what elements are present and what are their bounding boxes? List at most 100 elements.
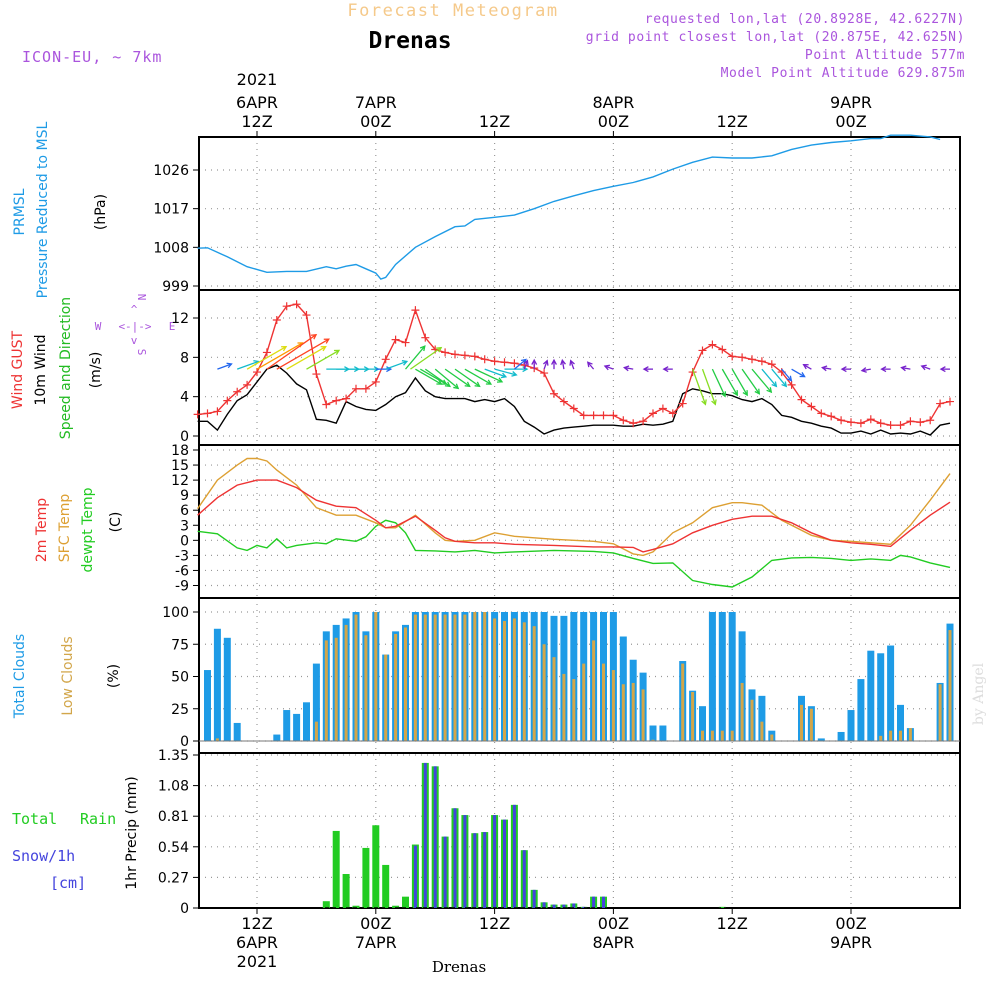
- wind-arrow-head: [939, 366, 946, 373]
- wind-arrow-head: [436, 346, 443, 353]
- model-altitude: Model Point Altitude 629.875m: [721, 66, 965, 81]
- wind-arrow-head: [333, 349, 341, 355]
- wind-arrow-head: [900, 365, 907, 372]
- compass-rose-icon: N S W E <-|-> ^ v: [95, 294, 176, 356]
- rain-bar: [362, 847, 370, 908]
- total-clouds-bar: [857, 679, 865, 741]
- wind-arrow: [731, 368, 748, 396]
- snow-bar: [512, 804, 516, 908]
- wind-gust-series-marker: [728, 352, 737, 361]
- low-clouds-bar: [582, 663, 586, 741]
- wind-gust-series-marker: [718, 345, 727, 354]
- wind-gust-series-marker: [510, 359, 519, 368]
- wind-arrow: [266, 334, 317, 370]
- panel-frame: [198, 136, 961, 291]
- wind-gust-series-marker: [589, 411, 598, 420]
- low-clouds-bar: [681, 663, 685, 741]
- total-clouds-bar: [273, 734, 281, 741]
- wind-arrow-head: [569, 359, 575, 366]
- bottom-time-label: 12Z: [241, 914, 272, 933]
- snow-bar: [503, 819, 506, 908]
- wind-arrow-head: [821, 365, 828, 372]
- temp-2m-series: [197, 479, 951, 553]
- low-clouds-bar: [314, 721, 318, 741]
- wind-arrow: [385, 360, 408, 370]
- snow-bar: [493, 815, 497, 908]
- wind-gust-series-marker: [421, 333, 430, 342]
- wind-arrow: [803, 364, 812, 370]
- y-tick-label: 15: [171, 458, 189, 474]
- wind-arrow: [217, 363, 232, 370]
- low-clouds-bar: [572, 679, 576, 741]
- wind-gust-series-marker: [332, 396, 341, 405]
- wind-vectors: [217, 333, 950, 406]
- wind-arrow-head: [560, 358, 566, 366]
- top-time-label: 00Z: [598, 112, 629, 131]
- wind-arrow: [286, 346, 326, 370]
- wind-arrow-head: [320, 345, 327, 352]
- cloud-bars: [199, 612, 960, 742]
- dewpt-temp-label: dewpt Temp: [80, 487, 96, 572]
- rain-bar: [402, 896, 409, 908]
- compass-w: W: [95, 320, 102, 333]
- total-clouds-bar: [233, 722, 241, 741]
- wind-arrow-head: [311, 333, 318, 340]
- plot-area: 99910081017102604812-9-6-303691215180255…: [153, 70, 961, 971]
- wind-gust-series-marker: [579, 411, 588, 420]
- low-clouds-bar: [344, 624, 348, 741]
- low-clouds-bar: [879, 735, 883, 741]
- model-label: ICON-EU, ~ 7km: [22, 48, 162, 66]
- wind-gust-series-marker: [223, 396, 232, 405]
- wind-arrow-head: [623, 365, 630, 372]
- low-clouds-bar: [384, 654, 388, 741]
- prmsl-series-line: [197, 134, 941, 280]
- wind-arrow: [901, 366, 911, 370]
- total-clouds-bar: [887, 645, 895, 741]
- total-clouds-bar: [728, 612, 736, 741]
- wind-gust-series-marker: [738, 353, 747, 362]
- total-clouds-bar: [847, 710, 855, 741]
- wind-gust-series-marker: [916, 418, 925, 427]
- wind-arrow-head: [799, 372, 806, 378]
- low-clouds-bar: [483, 612, 487, 741]
- wind-gust-series-marker: [896, 421, 905, 430]
- low-clouds-bar: [720, 730, 724, 741]
- low-clouds-bar: [473, 612, 477, 741]
- wind-arrow: [246, 346, 287, 370]
- wind-arrow-head: [500, 372, 508, 379]
- wind-gust-series-marker: [886, 421, 895, 430]
- wind-arrow: [513, 358, 527, 370]
- wind-gust-series-marker: [470, 352, 479, 361]
- y-tick-label: 6: [180, 503, 189, 519]
- wind-arrow-head: [453, 383, 460, 390]
- wind-gust-series-marker: [926, 416, 935, 425]
- total-clouds-bar: [570, 612, 578, 741]
- bottom-time-label: 00Z: [598, 914, 629, 933]
- wind-gust-series-marker: [540, 369, 549, 378]
- wind-gust-series-marker: [906, 417, 915, 426]
- wind-gust-series-marker: [480, 355, 489, 364]
- low-clouds-bar: [750, 699, 754, 741]
- wind-arrow: [791, 368, 805, 378]
- total-clouds-bar: [837, 731, 845, 741]
- wind-arrow-head: [444, 381, 451, 388]
- low-clouds-bar: [641, 689, 645, 741]
- low-clouds-bar: [621, 684, 625, 741]
- y-tick-label: 0: [180, 901, 189, 917]
- wind-arrow-head: [742, 390, 748, 397]
- low-clouds-bar: [701, 730, 704, 741]
- wind-gust-series-marker: [668, 409, 677, 418]
- wind-arrow-head: [720, 391, 727, 398]
- wind-gust-series-marker: [500, 358, 509, 367]
- wind-gust-series: [193, 300, 954, 430]
- wind-arrow: [415, 368, 442, 385]
- wind-gust-label: Wind GUST: [10, 330, 26, 409]
- wind-10m-label: 10m Wind: [33, 334, 49, 405]
- wind-gust-series-marker: [658, 404, 667, 413]
- wind-gust-series-marker: [817, 409, 826, 418]
- precip-axis-label: 1hr Precip (mm): [124, 776, 140, 889]
- bottom-time-label: 8APR: [592, 933, 634, 952]
- wind-gust-series-marker: [837, 416, 846, 425]
- wind-gust-series-marker: [490, 357, 499, 366]
